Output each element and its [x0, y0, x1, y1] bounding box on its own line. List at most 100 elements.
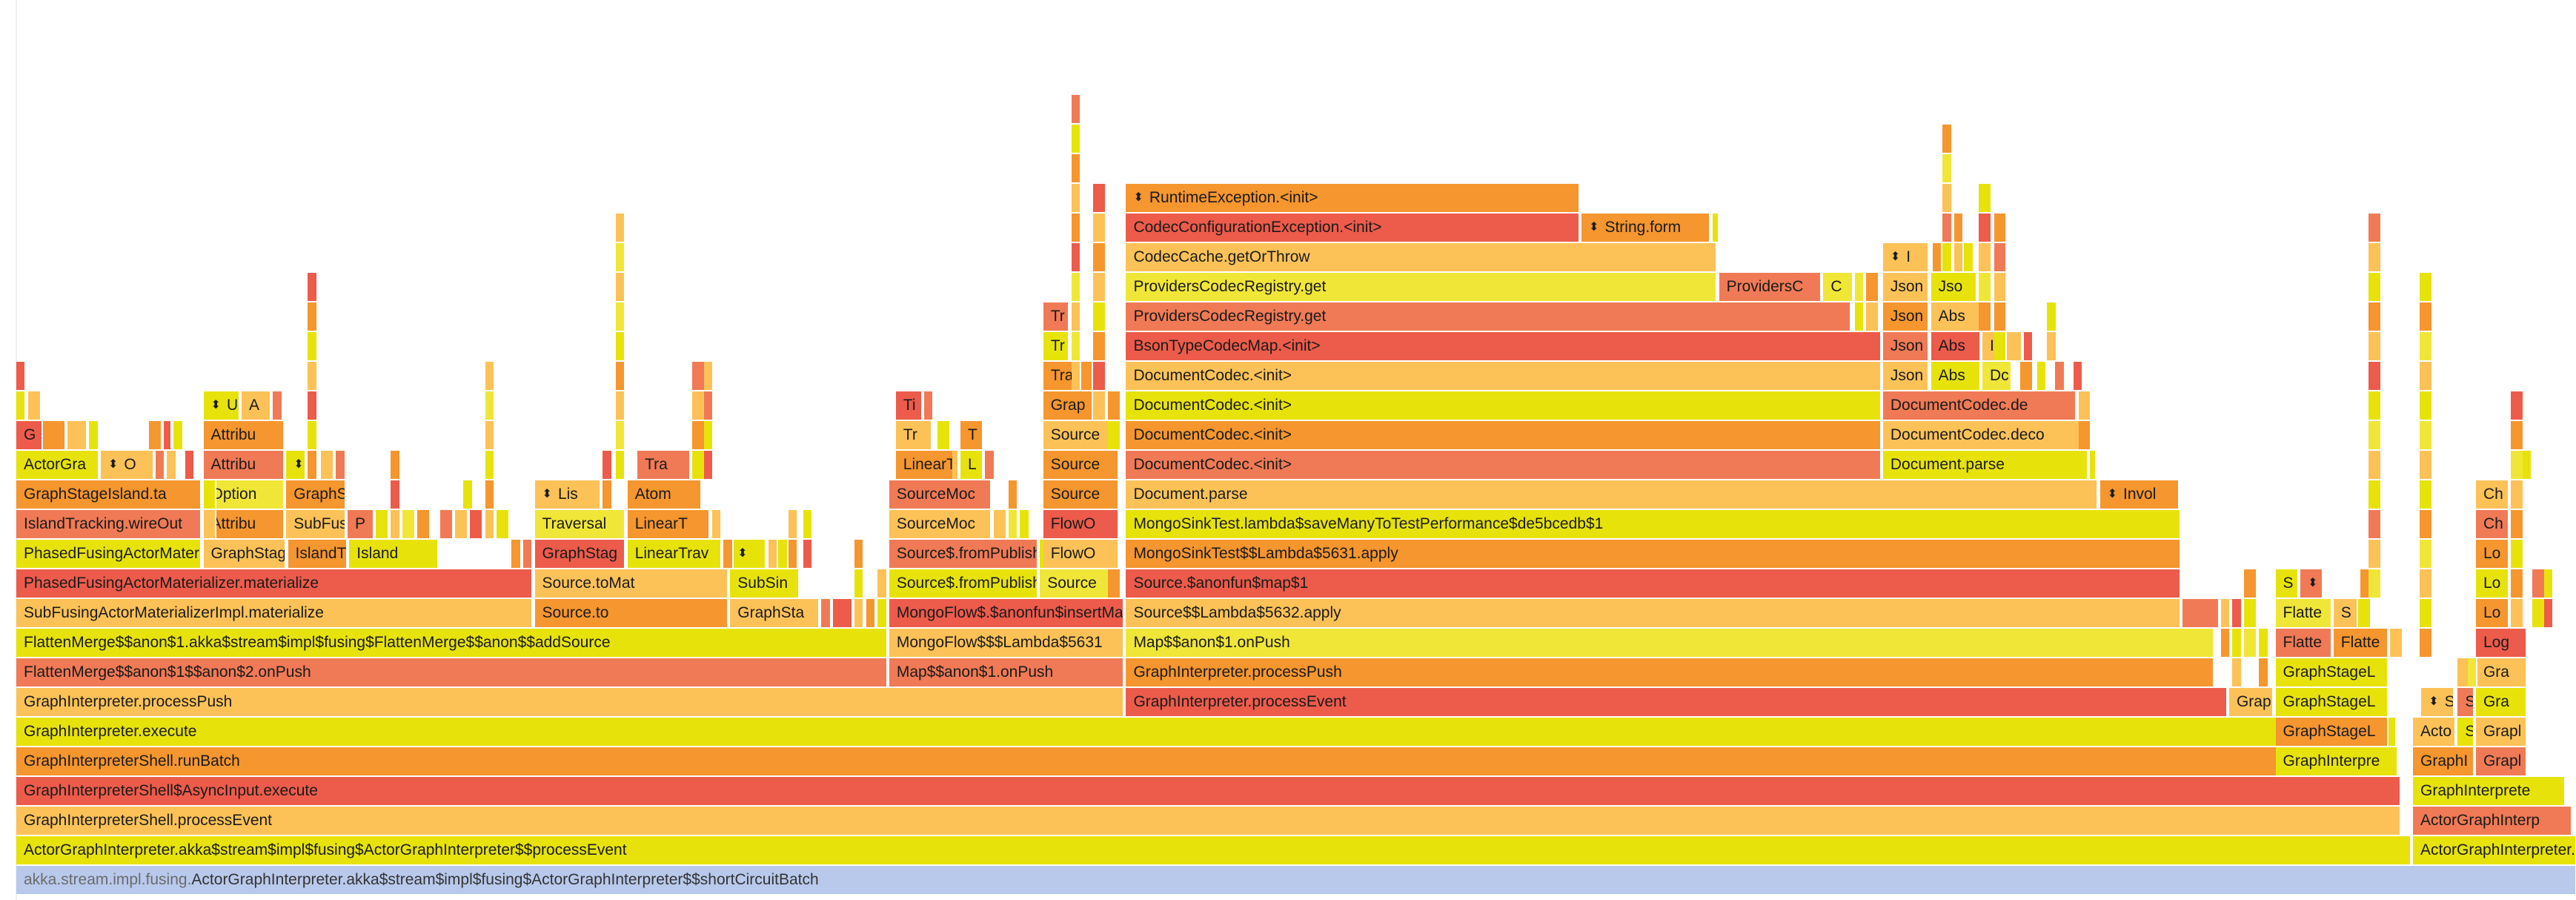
flame-frame[interactable]: Source: [1043, 480, 1120, 509]
flame-frame-sliver[interactable]: [185, 451, 196, 479]
flame-frame-sliver[interactable]: [440, 510, 454, 538]
flame-frame[interactable]: CodecConfigurationException.<init>: [1126, 214, 1580, 242]
flame-frame-sliver[interactable]: [308, 332, 318, 360]
flame-frame[interactable]: S: [2275, 569, 2299, 598]
flame-frame-sliver[interactable]: [308, 273, 318, 301]
flame-frame[interactable]: LinearTrav: [627, 540, 723, 568]
flame-frame-sliver[interactable]: [2419, 391, 2433, 420]
flame-frame-sliver[interactable]: [1942, 154, 1953, 182]
flame-frame-sliver[interactable]: [42, 421, 67, 449]
flame-frame[interactable]: LinearT: [895, 451, 959, 479]
flame-frame-sliver[interactable]: [854, 599, 865, 627]
flame-frame-sliver[interactable]: [2467, 658, 2478, 686]
flame-frame[interactable]: Attribu: [203, 510, 285, 538]
flame-frame-sliver[interactable]: [2090, 451, 2097, 479]
flame-frame[interactable]: S: [2457, 718, 2474, 746]
flame-frame[interactable]: Tr: [895, 421, 932, 449]
flame-frame[interactable]: ActorGraphInterpreter.akka$stream$impl$f…: [16, 836, 2411, 864]
flame-frame-sliver[interactable]: [2389, 629, 2403, 657]
flame-frame-sliver[interactable]: [391, 510, 401, 538]
flame-frame[interactable]: Abs: [1931, 362, 1981, 390]
flame-frame[interactable]: SubFus: [286, 510, 346, 538]
flame-frame-sliver[interactable]: [2368, 273, 2382, 301]
flame-frame[interactable]: GraphStageIsland: [203, 540, 287, 568]
flame-frame-sliver[interactable]: [854, 569, 865, 598]
flame-frame-sliver[interactable]: [308, 362, 318, 390]
flame-frame[interactable]: ⬍ I: [1882, 243, 1930, 271]
flame-frame-sliver[interactable]: [1979, 273, 1993, 301]
flame-frame-sliver[interactable]: [1942, 243, 1953, 271]
flame-frame-sliver[interactable]: [1092, 332, 1106, 360]
flame-frame[interactable]: GraphStageL: [2275, 688, 2389, 716]
flame-frame[interactable]: Tra: [637, 451, 691, 479]
flame-frame[interactable]: Ch: [2475, 510, 2509, 538]
flame-frame-sliver[interactable]: [2510, 599, 2524, 627]
flame-frame[interactable]: ⬍ U: [203, 391, 240, 420]
flame-frame-sliver[interactable]: [1994, 273, 2008, 301]
flame-frame-sliver[interactable]: [2510, 421, 2524, 449]
flame-frame[interactable]: GraphInterpreter.processPush: [16, 688, 1125, 716]
flame-frame-sliver[interactable]: [1866, 302, 1880, 331]
flame-frame-sliver[interactable]: [2232, 599, 2243, 627]
flame-frame-sliver[interactable]: [2368, 243, 2382, 271]
flame-frame[interactable]: ⬍ O: [100, 451, 154, 479]
flame-frame-sliver[interactable]: [2259, 629, 2269, 657]
flame-frame[interactable]: GraphI: [2413, 747, 2474, 775]
flame-frame-sliver[interactable]: [163, 421, 173, 449]
flame-frame-sliver[interactable]: [1994, 332, 2008, 360]
flame-frame-sliver[interactable]: [391, 451, 401, 479]
flame-frame-sliver[interactable]: [1071, 332, 1082, 360]
flame-frame[interactable]: Ch: [2475, 480, 2509, 509]
flame-frame-sliver[interactable]: [485, 451, 495, 479]
flame-frame[interactable]: Flatte: [2333, 629, 2389, 657]
flame-frame-sliver[interactable]: [2368, 569, 2382, 598]
flame-frame-sliver[interactable]: [1979, 184, 1993, 212]
flame-frame-sliver[interactable]: [89, 421, 99, 449]
flame-frame[interactable]: Grap: [2228, 688, 2274, 716]
flame-frame-sliver[interactable]: [1979, 243, 1993, 271]
flame-frame-sliver[interactable]: [1979, 214, 1993, 242]
flame-frame[interactable]: Source$.fromPublisher: [889, 540, 1038, 568]
flame-frame-sliver[interactable]: [2259, 658, 2269, 686]
flame-frame-sliver[interactable]: [485, 421, 495, 449]
flame-frame[interactable]: SourceMoc: [889, 480, 992, 509]
flame-frame[interactable]: Acto: [2413, 718, 2457, 746]
flame-frame[interactable]: DocumentCodec.de: [1882, 391, 2072, 420]
flame-frame-sliver[interactable]: [2232, 658, 2243, 686]
flame-frame-sliver[interactable]: [1854, 302, 1865, 331]
flame-frame-sliver[interactable]: [993, 510, 1007, 538]
flame-frame-sliver[interactable]: [1994, 243, 2008, 271]
flame-frame-sliver[interactable]: [616, 451, 626, 479]
flame-frame[interactable]: Grapl: [2475, 747, 2528, 775]
flame-frame-sliver[interactable]: [1071, 362, 1082, 390]
flame-frame-sliver[interactable]: [2510, 510, 2524, 538]
flame-frame[interactable]: Source: [1043, 421, 1120, 449]
flame-frame-sliver[interactable]: [2419, 569, 2433, 598]
flame-frame-sliver[interactable]: [2244, 569, 2257, 598]
flame-frame-sliver[interactable]: [616, 332, 626, 360]
flame-frame-sliver[interactable]: [1071, 243, 1082, 271]
flame-frame[interactable]: Source.to: [534, 599, 729, 627]
flame-frame-sliver[interactable]: [616, 214, 626, 242]
flame-frame[interactable]: Log: [2475, 629, 2528, 657]
flame-frame-sliver[interactable]: [1942, 214, 1953, 242]
flame-frame-sliver[interactable]: [203, 510, 217, 538]
flame-frame-sliver[interactable]: [1712, 214, 1719, 242]
flame-frame[interactable]: DocumentCodec.<init>: [1126, 421, 1882, 449]
flame-frame[interactable]: P: [348, 510, 374, 538]
flame-frame[interactable]: DocumentCodec.<init>: [1126, 451, 1882, 479]
flame-frame[interactable]: Source$.fromPublisher: [889, 569, 1038, 598]
flame-frame-sliver[interactable]: [1994, 214, 2008, 242]
flame-frame-sliver[interactable]: [1932, 243, 1943, 271]
flame-frame[interactable]: GraphInterpreter.processEvent: [1126, 688, 2228, 716]
flame-frame[interactable]: Lo: [2475, 569, 2509, 598]
flame-frame[interactable]: Gra: [2475, 688, 2528, 716]
flame-frame-sliver[interactable]: [703, 421, 714, 449]
flame-frame-sliver[interactable]: [1071, 184, 1082, 212]
flame-frame-sliver[interactable]: [2510, 569, 2524, 598]
flame-frame-sliver[interactable]: [2419, 362, 2433, 390]
flame-frame[interactable]: MongoSinkTest.lambda$saveManyToTestPerfo…: [1126, 510, 2182, 538]
flame-frame-sliver[interactable]: [2220, 599, 2231, 627]
flame-frame[interactable]: ⬍S: [2300, 569, 2324, 598]
flame-frame[interactable]: ProvidersC: [1719, 273, 1822, 301]
